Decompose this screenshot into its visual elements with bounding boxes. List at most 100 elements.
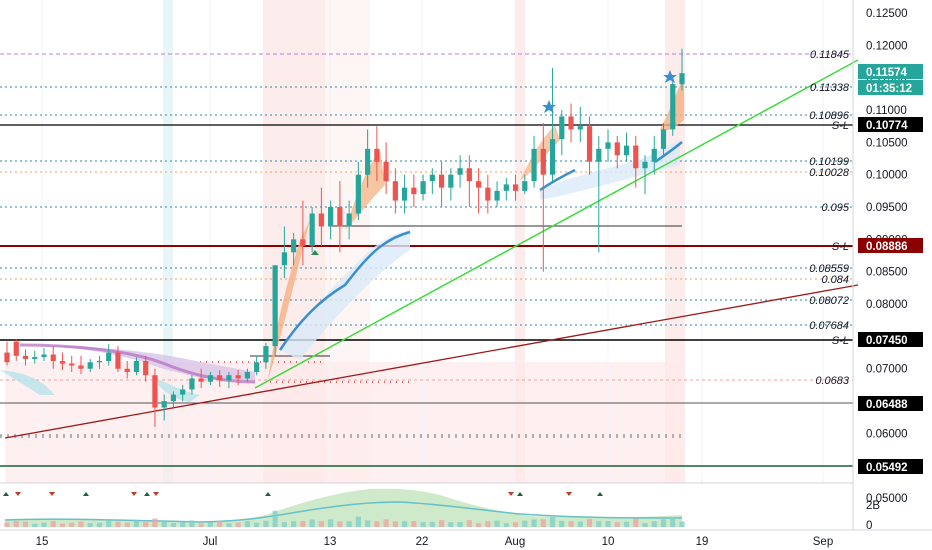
volume-bar bbox=[448, 522, 454, 527]
candle-body bbox=[457, 168, 463, 175]
candle-body bbox=[78, 365, 84, 369]
candle-body bbox=[309, 213, 315, 246]
volume-bar bbox=[41, 522, 47, 527]
candle-body bbox=[355, 174, 361, 214]
candle-body bbox=[374, 148, 380, 162]
level-label: 0.08072 bbox=[809, 295, 849, 307]
price-tick: 0.10500 bbox=[866, 137, 908, 149]
volume-bar bbox=[457, 522, 463, 527]
last-price-text: 0.11574 bbox=[866, 67, 908, 79]
candle-body bbox=[170, 394, 177, 402]
price-tags: 0.11574 01:35:12 0.10774 0.08886 0.07450… bbox=[858, 64, 923, 474]
time-axis[interactable]: 15 Jul 13 22 Aug 10 19 Sep bbox=[36, 536, 834, 548]
price-tick: 0.10000 bbox=[866, 170, 908, 182]
volume-bar bbox=[4, 522, 10, 527]
candle-body bbox=[586, 126, 593, 162]
volume-tick: 2B bbox=[866, 500, 880, 512]
volume-bar bbox=[623, 521, 630, 527]
volume-bar bbox=[679, 521, 685, 527]
candle-body bbox=[411, 187, 417, 195]
volume-bar bbox=[485, 521, 491, 527]
candle-body bbox=[300, 239, 306, 246]
candle-body bbox=[540, 148, 546, 175]
candle-body bbox=[244, 371, 251, 379]
candle-body bbox=[429, 174, 435, 182]
candle-body bbox=[4, 352, 10, 363]
volume-bar bbox=[300, 521, 306, 527]
volume-bar bbox=[235, 522, 241, 527]
volume-bar bbox=[59, 523, 66, 527]
price-tick: 0.08000 bbox=[866, 299, 908, 311]
candle-body bbox=[96, 360, 103, 363]
volume-bar bbox=[152, 518, 158, 527]
volume-bar bbox=[244, 521, 251, 527]
volume-bar bbox=[642, 523, 648, 527]
volume-bar bbox=[254, 522, 260, 527]
candle-body bbox=[522, 181, 528, 191]
level-label: 0.08559 bbox=[809, 263, 849, 275]
volume-bar bbox=[559, 520, 565, 527]
volume-bar bbox=[660, 519, 667, 527]
countdown-text: 01:35:12 bbox=[866, 83, 912, 95]
candle-body bbox=[337, 207, 343, 227]
volume-bar bbox=[596, 521, 602, 527]
volume-bar bbox=[438, 520, 445, 527]
volume-bar bbox=[180, 522, 186, 527]
volume-bar bbox=[512, 522, 519, 527]
volume-bar bbox=[87, 523, 93, 527]
volume-bar bbox=[328, 519, 334, 527]
candle-body bbox=[679, 73, 685, 85]
candle-body bbox=[596, 148, 602, 162]
candle-body bbox=[106, 352, 112, 361]
level-label: 0.11338 bbox=[810, 82, 850, 94]
volume-bar bbox=[374, 521, 380, 527]
level-label: S-L bbox=[832, 241, 849, 253]
star-marker bbox=[542, 100, 556, 113]
candle-body bbox=[577, 126, 583, 130]
price-tag-text: 0.05492 bbox=[866, 462, 908, 474]
price-tick: 0.09500 bbox=[866, 202, 908, 214]
volume-bar bbox=[337, 521, 343, 527]
candle-body bbox=[87, 362, 93, 369]
candle-body bbox=[660, 129, 667, 149]
price-tick: 0.12000 bbox=[866, 40, 908, 52]
volume-axis[interactable]: 2B 0 bbox=[866, 500, 880, 532]
candle-body bbox=[207, 375, 214, 382]
price-tag bbox=[858, 396, 923, 411]
candle-body bbox=[559, 116, 565, 140]
candle-body bbox=[50, 354, 56, 361]
candle-body bbox=[420, 181, 426, 195]
volume-bar bbox=[531, 519, 537, 527]
candle-body bbox=[365, 148, 371, 175]
volume-bar bbox=[291, 521, 297, 527]
level-lines bbox=[0, 53, 853, 467]
volume-bar bbox=[263, 520, 269, 527]
price-tick: 0.05000 bbox=[866, 493, 908, 505]
volume-bar bbox=[670, 517, 676, 527]
candle-body bbox=[531, 148, 537, 182]
volume-bar bbox=[170, 523, 177, 527]
level-label: 0.10028 bbox=[809, 167, 850, 179]
level-label: S-L bbox=[832, 335, 849, 347]
candle-body bbox=[115, 352, 121, 369]
level-labels: 0.11845 0.11338 0.10896 S-L 0.10199 0.10… bbox=[809, 49, 850, 387]
volume-pane bbox=[4, 488, 685, 527]
candle-body bbox=[651, 148, 657, 162]
candle-body bbox=[13, 341, 19, 356]
candle-body bbox=[226, 375, 232, 381]
candle-body bbox=[133, 360, 140, 372]
candle-body bbox=[32, 357, 38, 360]
star-marker bbox=[663, 70, 677, 83]
candle-body bbox=[217, 375, 223, 381]
candle-body bbox=[41, 354, 47, 358]
price-tag bbox=[858, 459, 923, 474]
volume-bar bbox=[78, 521, 84, 527]
candle-body bbox=[633, 145, 639, 169]
candle-body bbox=[549, 139, 556, 175]
volume-bar bbox=[549, 517, 556, 527]
volume-bar bbox=[217, 521, 223, 527]
price-tick: 0.12500 bbox=[866, 8, 908, 20]
volume-bar bbox=[13, 521, 19, 527]
volume-bar bbox=[577, 521, 583, 527]
